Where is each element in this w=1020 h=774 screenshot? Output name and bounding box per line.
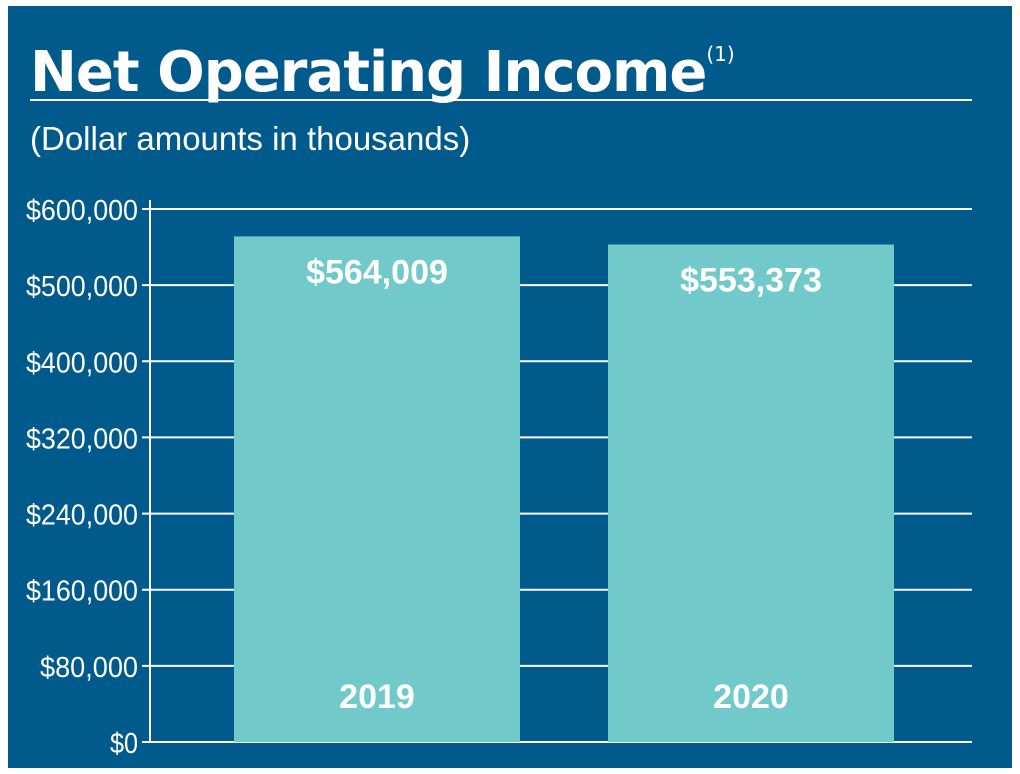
y-tick-label: $400,000 — [26, 347, 138, 379]
chart-panel: Net Operating Income(1) (Dollar amounts … — [8, 6, 1012, 768]
bar-2019 — [234, 236, 520, 742]
chart-title-text: Net Operating Income — [30, 40, 707, 105]
title-divider — [30, 99, 972, 101]
bars — [234, 236, 894, 743]
y-axis-tick-labels: $0 $80,000 $160,000 $240,000 $320,000 $400,00… — [26, 195, 138, 760]
bar-value-label: $553,373 — [680, 262, 822, 300]
bar-value-label: $564,009 — [306, 253, 448, 291]
x-category-label: 2019 — [339, 678, 415, 716]
y-tick-label: $0 — [110, 728, 138, 760]
title-footnote-marker: (1) — [706, 42, 735, 66]
y-tick-label: $240,000 — [26, 500, 138, 532]
bar-chart: $0 $80,000 $160,000 $240,000 $320,000 $400,00… — [26, 195, 972, 760]
y-tick-label: $160,000 — [26, 576, 138, 608]
y-tick-label: $320,000 — [26, 423, 138, 455]
y-tick-label: $600,000 — [26, 195, 138, 227]
y-tick-label: $500,000 — [26, 271, 138, 303]
x-category-label: 2020 — [713, 678, 789, 716]
chart-title: Net Operating Income(1) — [30, 18, 735, 109]
bar-labels: $564,009 2019 $553,373 2020 — [306, 253, 822, 716]
y-tick-label: $80,000 — [40, 652, 138, 684]
chart-subtitle: (Dollar amounts in thousands) — [30, 120, 471, 157]
bar-2020 — [608, 244, 894, 743]
